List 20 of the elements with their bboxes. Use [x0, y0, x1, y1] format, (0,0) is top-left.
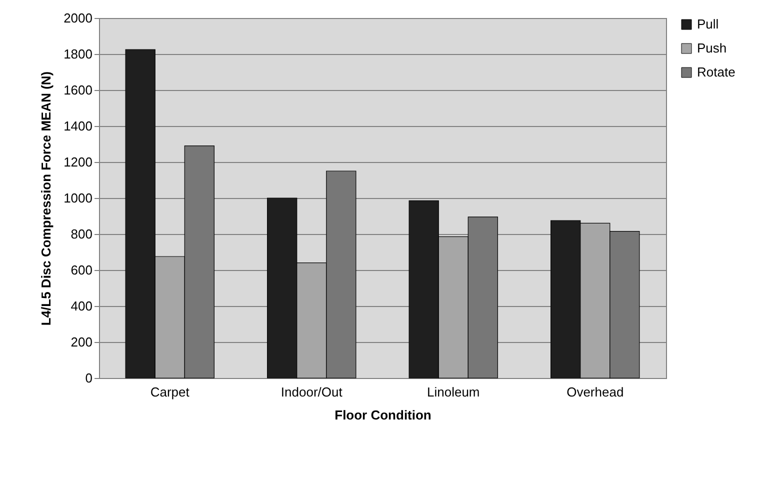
legend-label: Pull — [697, 16, 719, 32]
x-tick-label: Indoor/Out — [280, 384, 343, 400]
legend-label: Rotate — [697, 64, 736, 80]
legend-label: Push — [697, 40, 727, 56]
x-tick-label: Carpet — [150, 384, 190, 400]
x-tick-label: Linoleum — [426, 384, 480, 400]
y-tick-label: 1600 — [64, 82, 92, 98]
y-axis-title: L4/L5 Disc Compression Force MEAN (N) — [38, 71, 54, 326]
y-tick-label: 1000 — [64, 190, 92, 206]
x-axis-title: Floor Condition — [334, 408, 432, 422]
y-tick-label: 1200 — [64, 154, 92, 170]
y-tick-label: 0 — [85, 370, 92, 386]
y-tick-label: 800 — [70, 226, 92, 242]
y-tick-label: 2000 — [64, 10, 92, 26]
x-tick-label: Overhead — [566, 384, 624, 400]
y-tick-label: 200 — [70, 334, 92, 350]
y-tick-label: 600 — [70, 262, 92, 278]
y-tick-label: 1400 — [64, 118, 92, 134]
y-tick-label: 1800 — [64, 46, 92, 62]
y-tick-label: 400 — [70, 298, 92, 314]
